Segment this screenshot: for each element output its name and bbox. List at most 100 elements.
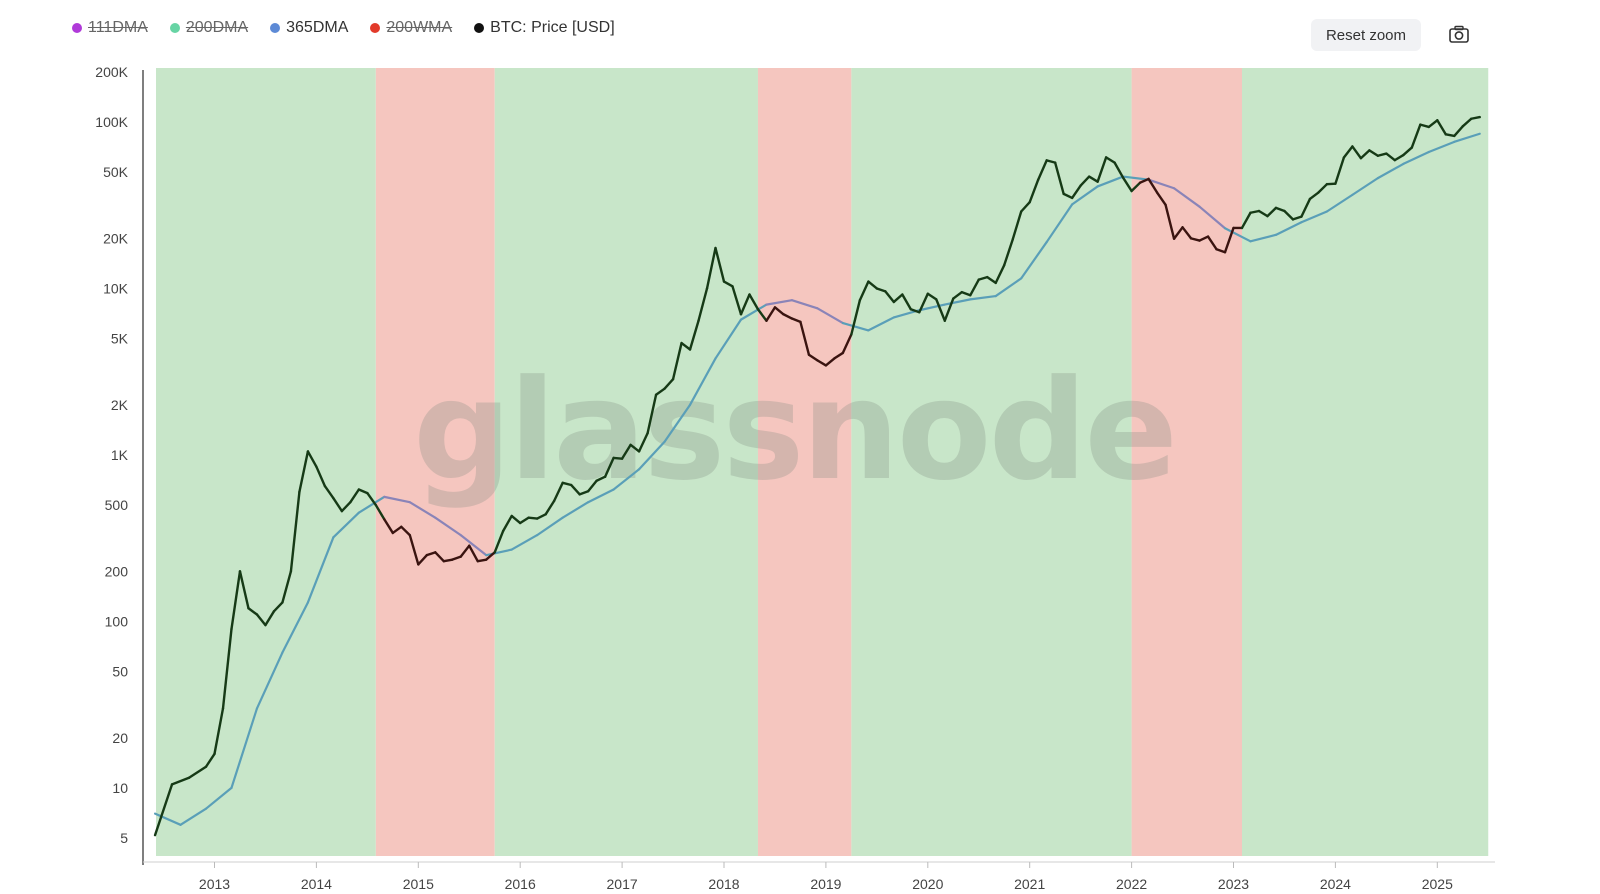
btc-price-segment xyxy=(960,290,972,297)
legend-item[interactable]: 111DMA xyxy=(72,19,148,37)
ma-365-segment xyxy=(587,488,615,504)
ma-365-segment xyxy=(1300,210,1329,224)
btc-price-segment xyxy=(1402,146,1414,157)
btc-price-segment xyxy=(1317,183,1329,194)
btc-price-segment xyxy=(824,357,836,367)
chart-legend: 111DMA 200DMA 365DMA 200WMA BTC: Price [USD] xyxy=(72,16,637,40)
x-tick-label: 2024 xyxy=(1320,876,1351,892)
y-tick-label: 10 xyxy=(112,780,128,796)
btc-price-segment xyxy=(552,481,564,503)
ma-365-segment xyxy=(204,786,233,810)
ma-365-segment xyxy=(561,501,590,519)
btc-price-segment xyxy=(1003,238,1014,267)
btc-price-segment xyxy=(1198,235,1210,242)
btc-price-segment xyxy=(918,292,929,314)
btc-price-segment xyxy=(1053,161,1065,196)
ma-365-segment xyxy=(459,533,488,557)
y-tick-label: 100 xyxy=(105,613,129,629)
btc-price-segment xyxy=(1291,215,1303,221)
legend-item[interactable]: BTC: Price [USD] xyxy=(474,19,615,37)
btc-price-segment xyxy=(807,353,819,362)
ma-365-segment xyxy=(1249,233,1278,243)
btc-price-segment xyxy=(884,290,896,304)
btc-price-segment xyxy=(569,483,581,496)
camera-icon xyxy=(1449,25,1469,43)
btc-price-segment xyxy=(748,293,760,311)
regime-zone-above xyxy=(156,68,376,856)
btc-price-segment xyxy=(1368,149,1380,157)
ma-365-series xyxy=(153,132,1481,826)
btc-price-segment xyxy=(1240,211,1252,230)
btc-price-segment xyxy=(1121,176,1133,193)
ma-365-segment xyxy=(153,812,182,826)
legend-item[interactable]: 365DMA xyxy=(270,19,348,37)
btc-price-segment xyxy=(340,501,352,513)
btc-price-segment xyxy=(1257,209,1269,218)
btc-price-segment xyxy=(1223,226,1235,254)
btc-price-segment xyxy=(816,359,828,367)
btc-price-segment xyxy=(1376,152,1388,157)
x-tick-label: 2022 xyxy=(1116,876,1147,892)
ma-365-segment xyxy=(536,516,564,537)
btc-price-series xyxy=(153,115,1481,837)
btc-price-segment xyxy=(790,317,802,324)
x-tick-label: 2017 xyxy=(607,876,638,892)
btc-price-segment xyxy=(221,627,233,710)
btc-price-segment xyxy=(366,491,378,507)
btc-price-segment xyxy=(1436,119,1447,136)
btc-price-segment xyxy=(756,308,768,322)
x-tick-label: 2018 xyxy=(708,876,739,892)
btc-price-segment xyxy=(782,313,794,320)
ma-365-segment xyxy=(1376,162,1405,180)
regime-zone-above xyxy=(1241,68,1489,856)
ma-365-segment xyxy=(230,707,259,789)
legend-label: 200WMA xyxy=(386,19,453,36)
btc-price-segment xyxy=(977,275,989,281)
btc-price-segment xyxy=(612,456,624,460)
btc-price-segment xyxy=(1181,226,1193,240)
legend-label: BTC: Price [USD] xyxy=(490,19,615,36)
ma-365-segment xyxy=(408,501,437,519)
btc-price-segment xyxy=(892,293,904,304)
btc-price-segment xyxy=(637,432,649,453)
ma-365-segment xyxy=(918,303,946,312)
legend-item[interactable]: 200WMA xyxy=(370,19,452,37)
btc-price-segment xyxy=(264,610,276,627)
btc-price-segment xyxy=(1283,209,1295,221)
btc-price-segment xyxy=(1334,156,1346,185)
btc-price-segment xyxy=(909,308,921,314)
btc-price-segment xyxy=(697,287,709,322)
btc-price-segment xyxy=(238,570,250,610)
btc-price-segment xyxy=(1138,177,1150,184)
regime-zones xyxy=(156,68,1489,856)
btc-price-segment xyxy=(858,280,870,302)
btc-price-segment xyxy=(374,503,386,521)
y-tick-label: 500 xyxy=(105,497,129,513)
btc-price-segment xyxy=(1087,175,1099,183)
btc-price-segment xyxy=(1393,153,1405,162)
btc-price-segment xyxy=(671,341,683,381)
ma-365-segment xyxy=(255,651,284,710)
reset-zoom-button[interactable]: Reset zoom xyxy=(1311,19,1421,51)
btc-price-segment xyxy=(688,319,700,351)
y-tick-label: 100K xyxy=(95,114,128,130)
ma-365-segment xyxy=(510,533,539,551)
ma-365-segment xyxy=(1147,178,1176,190)
btc-price-segment xyxy=(502,514,513,533)
ma-365-segment xyxy=(1096,175,1125,188)
legend-label: 200DMA xyxy=(185,19,249,36)
ma-365-segment xyxy=(1198,205,1227,230)
legend-dot xyxy=(370,23,381,33)
legend-dot xyxy=(474,23,485,33)
btc-price-segment xyxy=(1453,125,1464,138)
regime-zone-below xyxy=(1131,68,1242,856)
legend-item[interactable]: 200DMA xyxy=(169,19,249,37)
btc-price-segment xyxy=(1113,161,1125,179)
btc-price-segment xyxy=(1096,156,1108,183)
btc-price-segment xyxy=(187,765,208,779)
btc-price-segment xyxy=(714,246,726,283)
btc-price-segment xyxy=(289,490,301,573)
btc-price-segment xyxy=(901,293,913,311)
screenshot-button[interactable] xyxy=(1434,19,1484,51)
